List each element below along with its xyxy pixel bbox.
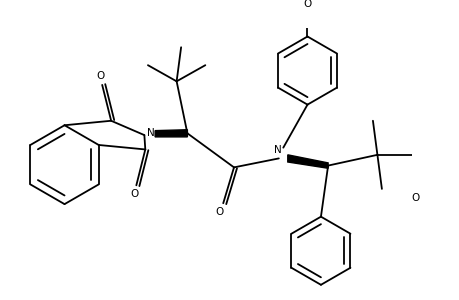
Text: O: O (411, 193, 419, 203)
Text: N: N (146, 128, 154, 138)
Text: O: O (303, 0, 311, 9)
Polygon shape (287, 155, 327, 168)
Text: O: O (96, 71, 104, 81)
Text: O: O (130, 189, 138, 199)
Polygon shape (155, 130, 187, 137)
Text: N: N (274, 145, 281, 155)
Text: O: O (215, 207, 223, 217)
